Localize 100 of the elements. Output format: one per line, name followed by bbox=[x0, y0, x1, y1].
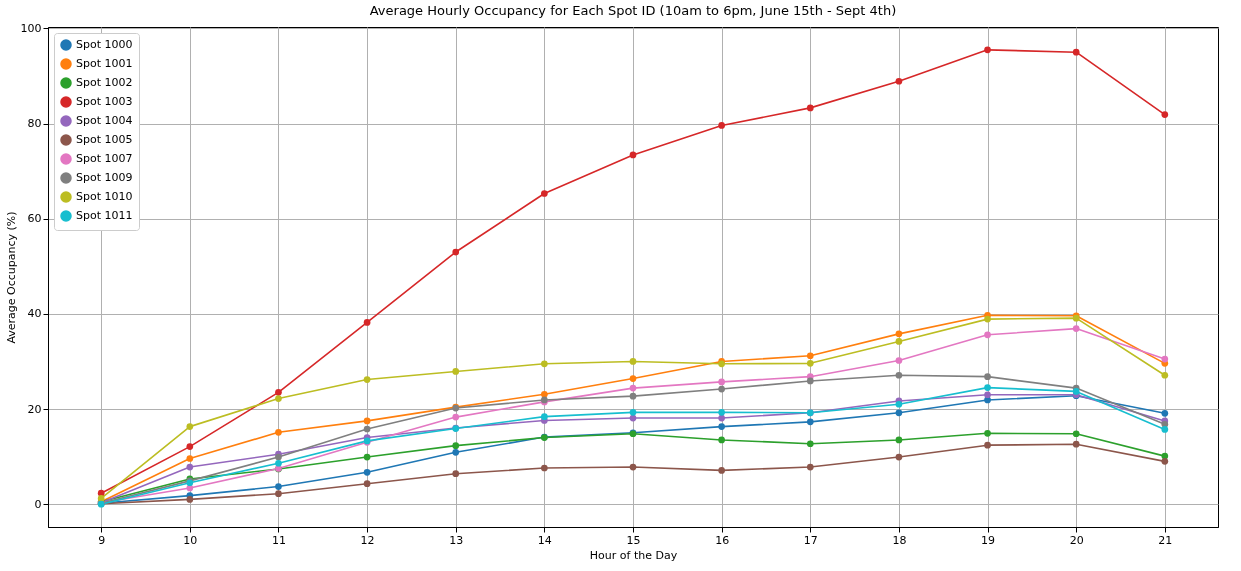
x-tick-label: 18 bbox=[892, 533, 907, 547]
x-tick-label: 10 bbox=[183, 533, 198, 547]
point bbox=[984, 429, 991, 437]
point bbox=[1161, 409, 1169, 417]
y-tick-label: 80 bbox=[27, 117, 42, 131]
x-tick-label: 11 bbox=[271, 533, 286, 547]
chart-title: Average Hourly Occupancy for Each Spot ID (10am to 6pm, June 15th - Sept 4th) bbox=[369, 3, 897, 19]
point bbox=[718, 414, 725, 422]
point bbox=[1072, 388, 1080, 395]
point bbox=[1161, 426, 1169, 433]
point bbox=[629, 414, 637, 422]
point bbox=[186, 496, 194, 503]
point bbox=[629, 463, 637, 471]
point bbox=[718, 378, 725, 386]
legend-label: Spot 1001 bbox=[76, 57, 133, 70]
point bbox=[275, 459, 282, 467]
point bbox=[1161, 458, 1169, 465]
point bbox=[895, 371, 903, 379]
point bbox=[97, 495, 105, 502]
legend-label: Spot 1003 bbox=[76, 95, 133, 108]
point bbox=[984, 384, 991, 391]
point bbox=[718, 122, 725, 129]
point bbox=[186, 423, 194, 430]
point bbox=[275, 395, 282, 402]
legend-label: Spot 1009 bbox=[76, 171, 133, 184]
point bbox=[452, 248, 460, 256]
point bbox=[984, 396, 991, 404]
x-tick-label: 19 bbox=[981, 533, 996, 547]
point bbox=[1161, 111, 1169, 118]
point bbox=[629, 358, 637, 365]
x-tick-label: 9 bbox=[98, 533, 106, 547]
point bbox=[541, 390, 548, 398]
point bbox=[895, 453, 903, 461]
point bbox=[363, 376, 371, 383]
point bbox=[275, 490, 282, 498]
point bbox=[895, 330, 903, 338]
point bbox=[629, 409, 637, 416]
point bbox=[806, 352, 814, 360]
point bbox=[718, 409, 725, 416]
x-tick-label: 13 bbox=[449, 533, 464, 547]
point bbox=[541, 413, 548, 420]
point bbox=[984, 315, 991, 323]
point bbox=[718, 385, 725, 393]
point bbox=[629, 384, 637, 392]
point bbox=[895, 436, 903, 444]
x-axis-title: Hour of the Day bbox=[589, 548, 678, 562]
point bbox=[984, 441, 991, 449]
point bbox=[186, 443, 194, 450]
point bbox=[452, 368, 460, 375]
legend-label: Spot 1011 bbox=[76, 209, 133, 222]
point bbox=[1161, 371, 1169, 379]
point bbox=[541, 360, 548, 368]
point bbox=[363, 468, 371, 476]
x-tick-label: 12 bbox=[360, 533, 375, 547]
legend-label: Spot 1000 bbox=[76, 38, 133, 51]
legend-label: Spot 1010 bbox=[76, 190, 133, 203]
point bbox=[895, 357, 903, 364]
point bbox=[895, 77, 903, 85]
point bbox=[895, 409, 903, 417]
x-tick-label: 21 bbox=[1158, 533, 1173, 547]
legend-label: Spot 1002 bbox=[76, 76, 133, 89]
point bbox=[629, 375, 637, 382]
legend-label: Spot 1007 bbox=[76, 152, 133, 165]
y-tick-label: 0 bbox=[34, 497, 42, 511]
point bbox=[1072, 48, 1080, 56]
point bbox=[984, 331, 991, 339]
point bbox=[1072, 430, 1080, 438]
point bbox=[718, 467, 725, 474]
legend-label: Spot 1005 bbox=[76, 133, 133, 146]
point bbox=[452, 413, 460, 421]
point bbox=[806, 463, 814, 471]
point bbox=[541, 464, 548, 472]
point bbox=[363, 425, 371, 433]
legend-label: Spot 1004 bbox=[76, 114, 133, 127]
point bbox=[806, 418, 814, 426]
point bbox=[452, 448, 460, 456]
x-tick-label: 14 bbox=[537, 533, 552, 547]
point bbox=[806, 104, 814, 112]
point bbox=[1161, 355, 1169, 363]
y-tick-label: 40 bbox=[27, 307, 42, 321]
point bbox=[984, 373, 991, 381]
x-tick-label: 17 bbox=[803, 533, 818, 547]
x-tick-label: 16 bbox=[715, 533, 730, 547]
point bbox=[275, 483, 282, 490]
point bbox=[629, 151, 637, 159]
y-axis-title: Average Occupancy (%) bbox=[4, 211, 18, 344]
point bbox=[895, 338, 903, 345]
point bbox=[452, 442, 460, 449]
point bbox=[541, 190, 548, 197]
point bbox=[806, 360, 814, 367]
point bbox=[275, 389, 282, 396]
point bbox=[984, 46, 991, 54]
point bbox=[363, 480, 371, 488]
point bbox=[186, 463, 194, 471]
y-tick-label: 20 bbox=[27, 402, 42, 416]
point bbox=[452, 470, 460, 478]
point bbox=[718, 423, 725, 430]
point bbox=[984, 391, 991, 399]
point bbox=[186, 455, 194, 462]
x-tick-label: 20 bbox=[1069, 533, 1084, 547]
